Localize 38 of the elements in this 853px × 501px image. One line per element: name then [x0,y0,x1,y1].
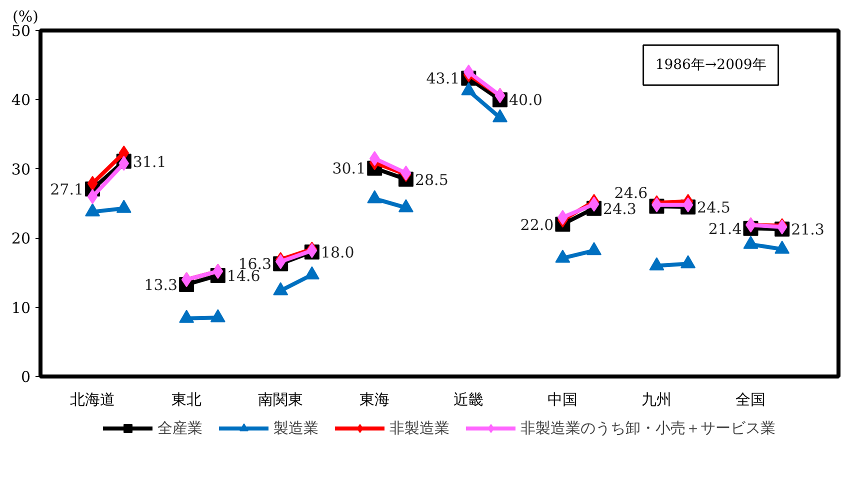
data-label: 27.1 [50,180,84,198]
data-label: 30.1 [332,160,366,178]
data-label: 21.4 [708,220,742,238]
x-tick-label: 近畿 [454,390,484,408]
data-label: 21.3 [791,220,824,239]
y-tick-label: 0 [20,368,31,386]
x-tick-label: 南関東 [258,390,304,408]
data-label: 22.0 [520,216,554,234]
x-tick-label: 中国 [548,390,578,408]
data-label: 18.0 [320,243,354,262]
data-label: 13.3 [144,276,178,294]
data-label: 24.3 [603,200,636,218]
data-label: 43.1 [426,70,460,88]
x-tick-label: 北海道 [70,390,116,408]
data-label: 24.6 [614,184,648,202]
legend-label: 製造業 [274,418,318,438]
x-tick-label: 九州 [642,390,672,408]
data-label: 40.0 [508,91,542,110]
point [588,196,600,212]
y-tick-label: 40 [11,91,31,110]
point [463,64,474,80]
legend-label: 非製造業のうち卸・小売＋サービス業 [520,418,776,438]
y-tick-label: 30 [11,160,31,178]
data-label: 28.5 [414,170,448,189]
point [682,197,694,212]
point [87,189,98,204]
point [369,151,380,166]
point [87,176,98,191]
y-tick-label: 20 [11,230,31,248]
data-label: 24.5 [697,198,730,216]
x-tick-label: 全国 [736,390,766,408]
legend-label: 全産業 [158,418,202,438]
annotation: 1986年→2009年 [655,57,766,74]
x-tick-label: 東北 [172,390,202,408]
data-label: 31.1 [132,152,166,171]
legend-label: 非製造業 [390,418,450,438]
y-tick-label: 10 [11,298,31,317]
x-tick-label: 東海 [360,390,390,408]
